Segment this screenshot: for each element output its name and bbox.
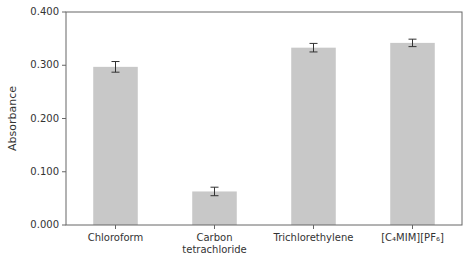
- error-cap: [112, 61, 120, 62]
- error-bar: [211, 187, 219, 196]
- chart-svg: 0.000 0.100 0.200 0.300 0.400 Absorbance Chlor…: [0, 0, 474, 267]
- y-axis: 0.000 0.100 0.200 0.300 0.400: [30, 6, 66, 230]
- error-cap: [409, 39, 417, 40]
- x-tick: [115, 225, 116, 229]
- y-tick: [62, 225, 66, 226]
- bar: [390, 43, 435, 225]
- bar: [93, 67, 138, 225]
- error-cap: [310, 51, 318, 52]
- bars: [93, 39, 435, 225]
- x-tick: [313, 225, 314, 229]
- x-axis: Chloroform Carbontetrachloride Trichloreth…: [88, 225, 444, 255]
- y-tick: [62, 65, 66, 66]
- bar: [291, 48, 336, 225]
- y-tick-label: 0.100: [30, 166, 59, 177]
- error-line: [214, 187, 215, 196]
- x-tick-label: [C₄MIM][PF₆]: [381, 232, 444, 243]
- error-line: [115, 62, 116, 73]
- error-bar: [112, 62, 120, 73]
- y-tick-label: 0.400: [30, 6, 59, 17]
- x-tick-label: Trichlorethylene: [273, 232, 354, 243]
- error-bar: [409, 39, 417, 46]
- y-tick: [62, 12, 66, 13]
- x-tick-label: Chloroform: [88, 232, 144, 243]
- y-tick-label: 0.200: [30, 113, 59, 124]
- error-cap: [409, 46, 417, 47]
- error-cap: [310, 43, 318, 44]
- plot-frame: [66, 12, 462, 225]
- x-tick-label: Carbontetrachloride: [182, 232, 246, 255]
- bar: [192, 191, 237, 225]
- y-axis-label: Absorbance: [6, 86, 19, 151]
- error-line: [412, 39, 413, 46]
- y-tick-label: 0.000: [30, 219, 59, 230]
- error-line: [313, 43, 314, 52]
- y-tick-label: 0.300: [30, 59, 59, 70]
- error-cap: [112, 72, 120, 73]
- y-tick: [62, 171, 66, 172]
- error-cap: [211, 195, 219, 196]
- x-tick: [412, 225, 413, 229]
- x-tick: [214, 225, 215, 229]
- error-bar: [310, 43, 318, 52]
- error-cap: [211, 187, 219, 188]
- y-tick: [62, 118, 66, 119]
- chart-container: 0.000 0.100 0.200 0.300 0.400 Absorbance Chlor…: [0, 0, 474, 267]
